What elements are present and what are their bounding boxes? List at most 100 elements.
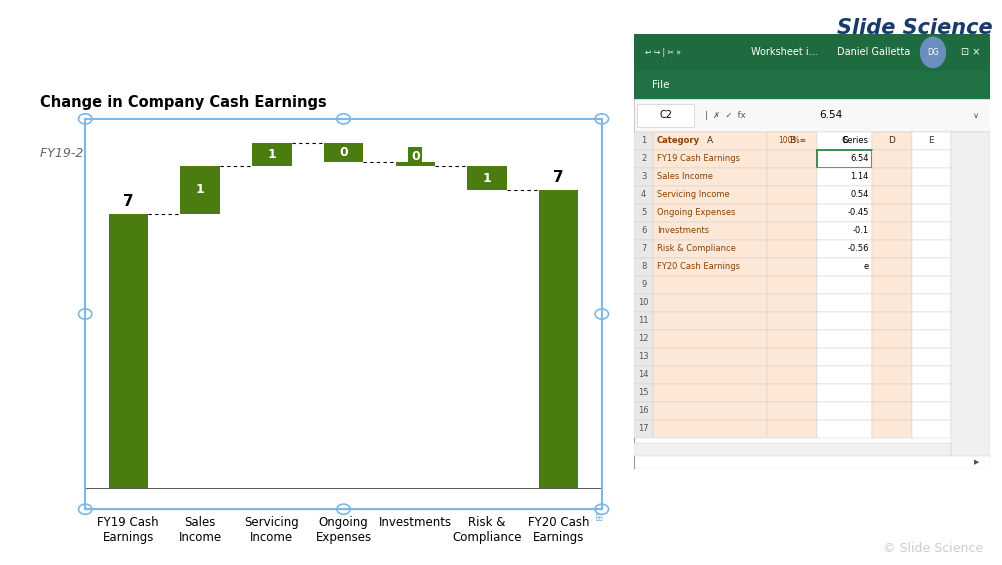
Text: © Slide Science: © Slide Science xyxy=(882,542,982,555)
Bar xyxy=(817,222,872,240)
Bar xyxy=(653,222,767,240)
Bar xyxy=(633,348,653,366)
Bar xyxy=(324,143,363,162)
Bar xyxy=(872,132,911,150)
Text: Category: Category xyxy=(656,136,699,145)
Bar xyxy=(653,294,767,312)
Text: 1.14: 1.14 xyxy=(850,172,868,181)
Text: Daniel Galletta: Daniel Galletta xyxy=(836,47,909,58)
Bar xyxy=(633,34,989,71)
Bar xyxy=(767,150,817,168)
Bar xyxy=(872,168,911,186)
Bar xyxy=(653,402,767,420)
Circle shape xyxy=(920,37,945,68)
Text: 2: 2 xyxy=(640,154,645,163)
Bar xyxy=(911,276,950,294)
Bar xyxy=(817,186,872,204)
Bar xyxy=(767,186,817,204)
Text: 0.54: 0.54 xyxy=(850,190,868,199)
Bar xyxy=(911,186,950,204)
Bar xyxy=(817,420,872,438)
Bar xyxy=(911,132,950,150)
Bar xyxy=(538,190,578,488)
Text: File: File xyxy=(651,80,668,90)
Text: 6.54: 6.54 xyxy=(850,154,868,163)
Text: 11: 11 xyxy=(638,316,648,325)
Text: Slide Science: Slide Science xyxy=(836,19,992,38)
Text: -0.56: -0.56 xyxy=(847,244,868,253)
Bar xyxy=(911,330,950,348)
Bar xyxy=(653,240,767,258)
Bar xyxy=(817,330,872,348)
Bar xyxy=(872,150,911,168)
Text: E: E xyxy=(928,136,933,145)
Bar xyxy=(653,132,767,150)
Text: 7: 7 xyxy=(123,194,133,208)
Text: B: B xyxy=(789,136,795,145)
Bar xyxy=(633,240,653,258)
Bar xyxy=(767,222,817,240)
Bar xyxy=(633,258,653,276)
Bar xyxy=(767,258,817,276)
Bar xyxy=(911,312,950,330)
Text: ↩ ↪ | ✂ »: ↩ ↪ | ✂ » xyxy=(644,48,680,57)
Bar xyxy=(817,204,872,222)
Bar xyxy=(653,312,767,330)
Bar xyxy=(817,132,872,150)
Bar xyxy=(872,222,911,240)
Text: Worksheet i...: Worksheet i... xyxy=(750,47,818,58)
Bar xyxy=(817,258,872,276)
Bar xyxy=(827,0,1002,57)
Bar xyxy=(467,166,506,190)
Bar xyxy=(872,240,911,258)
Bar xyxy=(817,294,872,312)
Text: 3: 3 xyxy=(640,172,645,181)
Bar xyxy=(911,420,950,438)
Text: 9: 9 xyxy=(640,280,645,289)
Text: 6: 6 xyxy=(640,227,645,235)
Bar xyxy=(767,168,817,186)
Text: Sales Income: Sales Income xyxy=(656,172,712,181)
Bar xyxy=(817,402,872,420)
Bar xyxy=(767,294,817,312)
Text: 14: 14 xyxy=(638,371,648,379)
Text: e: e xyxy=(863,262,868,271)
Text: 4: 4 xyxy=(640,190,645,199)
Bar xyxy=(653,204,767,222)
Bar xyxy=(633,186,653,204)
Bar xyxy=(872,366,911,384)
Bar xyxy=(633,99,989,132)
Bar xyxy=(252,143,292,166)
Text: 5: 5 xyxy=(640,208,645,218)
Bar xyxy=(872,186,911,204)
Bar xyxy=(872,420,911,438)
Text: -0.45: -0.45 xyxy=(847,208,868,218)
Text: Risk & Compliance: Risk & Compliance xyxy=(656,244,735,253)
Bar xyxy=(633,132,653,150)
Bar xyxy=(872,294,911,312)
Text: D: D xyxy=(888,136,895,145)
Bar xyxy=(767,402,817,420)
Bar xyxy=(872,132,911,150)
Bar xyxy=(653,348,767,366)
Text: 1: 1 xyxy=(482,172,491,185)
Bar xyxy=(633,384,653,402)
Text: 10: 10 xyxy=(638,298,648,307)
Bar xyxy=(767,132,817,150)
Bar xyxy=(633,150,653,168)
Text: A: A xyxy=(706,136,712,145)
Bar xyxy=(108,214,148,488)
Text: 17: 17 xyxy=(637,424,648,433)
Text: 1: 1 xyxy=(640,136,645,145)
Text: -0.1: -0.1 xyxy=(852,227,868,235)
Bar xyxy=(653,366,767,384)
Bar xyxy=(911,384,950,402)
Bar xyxy=(767,240,817,258)
Bar xyxy=(872,276,911,294)
Bar xyxy=(817,276,872,294)
Bar xyxy=(817,150,872,168)
Bar xyxy=(633,132,653,150)
Bar xyxy=(872,312,911,330)
Bar xyxy=(767,312,817,330)
Bar xyxy=(633,294,653,312)
